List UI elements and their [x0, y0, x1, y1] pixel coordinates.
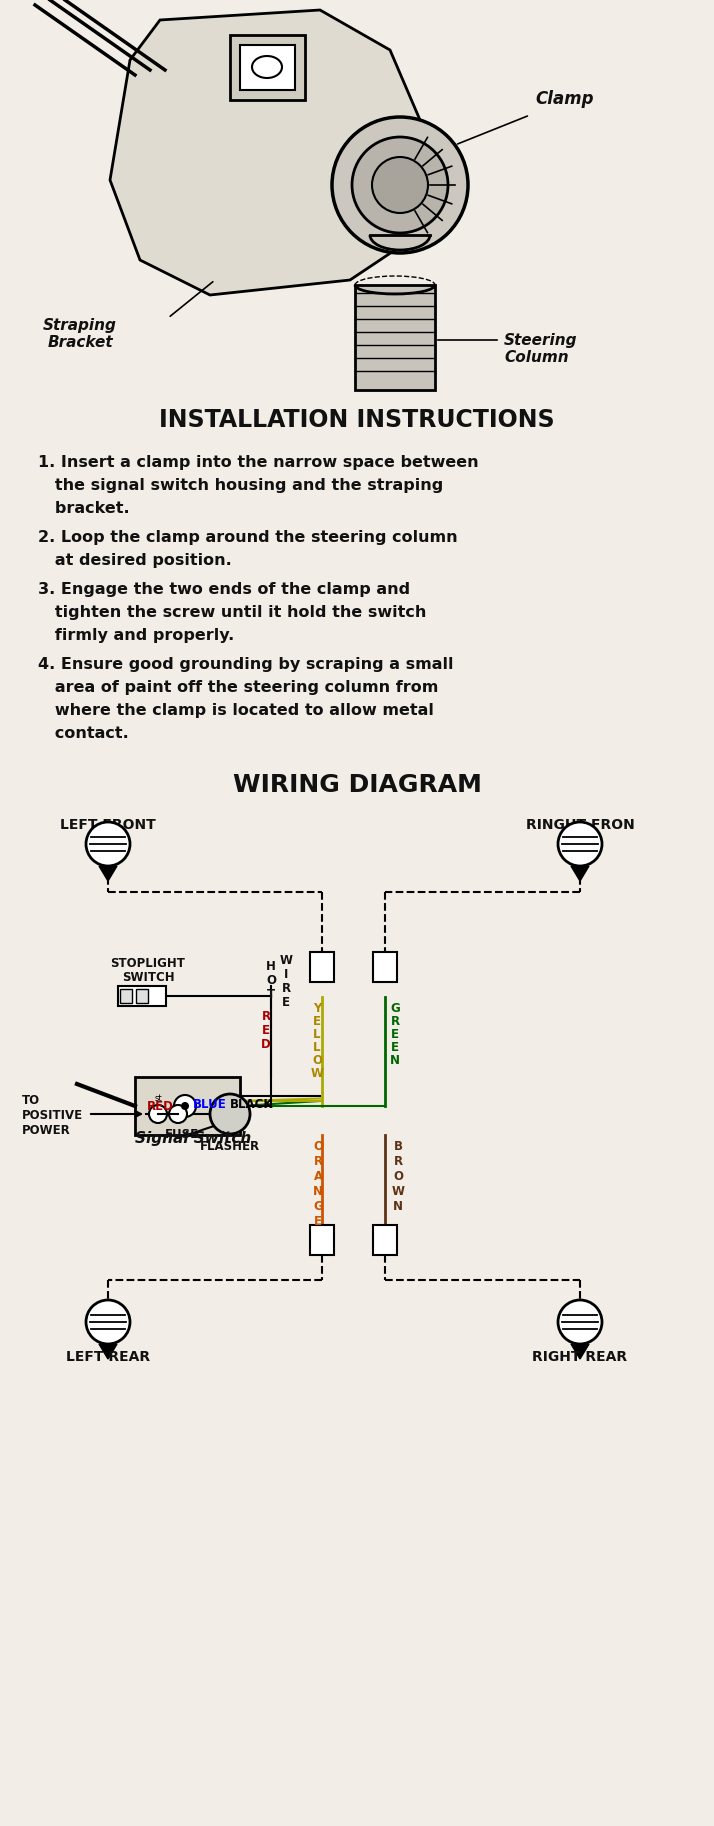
- Polygon shape: [99, 866, 117, 880]
- Text: 3. Engage the two ends of the clamp and: 3. Engage the two ends of the clamp and: [38, 582, 410, 597]
- Text: TO
POSITIVE
POWER: TO POSITIVE POWER: [22, 1094, 83, 1138]
- Bar: [373, 951, 397, 982]
- Text: Y: Y: [313, 1002, 321, 1015]
- Polygon shape: [571, 866, 589, 880]
- Text: O: O: [313, 1139, 323, 1152]
- Circle shape: [210, 1094, 250, 1134]
- Text: N: N: [313, 1185, 323, 1198]
- Text: firmly and properly.: firmly and properly.: [38, 628, 234, 643]
- Text: T: T: [267, 988, 275, 1001]
- Text: W: W: [391, 1185, 405, 1198]
- Circle shape: [372, 157, 428, 214]
- Text: at desired position.: at desired position.: [38, 553, 232, 568]
- Text: L: L: [313, 1028, 321, 1041]
- Text: O: O: [393, 1170, 403, 1183]
- Text: H: H: [266, 960, 276, 973]
- Bar: [118, 986, 166, 1006]
- Text: FLASHER: FLASHER: [200, 1139, 260, 1152]
- Text: RINGHT FRON: RINGHT FRON: [526, 818, 634, 833]
- Text: the signal switch housing and the straping: the signal switch housing and the strapi…: [38, 478, 443, 493]
- Text: 4. Ensure good grounding by scraping a small: 4. Ensure good grounding by scraping a s…: [38, 657, 453, 672]
- Text: BLACK: BLACK: [230, 1097, 273, 1110]
- Text: A: A: [313, 1170, 323, 1183]
- Bar: [355, 285, 435, 391]
- Text: RIGHT REAR: RIGHT REAR: [533, 1349, 628, 1364]
- Text: W: W: [279, 953, 293, 968]
- Circle shape: [174, 1096, 196, 1118]
- Text: Signal Switch: Signal Switch: [135, 1130, 251, 1147]
- Text: Steering
Column: Steering Column: [504, 332, 578, 365]
- Text: R: R: [313, 1156, 323, 1169]
- Bar: [135, 1077, 240, 1136]
- Text: BLUE: BLUE: [193, 1097, 227, 1110]
- Text: O: O: [312, 1054, 322, 1066]
- Bar: [373, 1225, 397, 1254]
- Circle shape: [86, 822, 130, 866]
- Bar: [230, 35, 305, 100]
- Text: E: E: [314, 1214, 322, 1229]
- Text: R: R: [261, 1010, 271, 1023]
- Text: WIRING DIAGRAM: WIRING DIAGRAM: [233, 772, 481, 796]
- Text: contact.: contact.: [38, 727, 129, 741]
- Bar: [310, 951, 334, 982]
- Bar: [310, 1225, 334, 1254]
- Text: where the clamp is located to allow metal: where the clamp is located to allow meta…: [38, 703, 434, 718]
- Text: st: st: [155, 1094, 163, 1103]
- Circle shape: [332, 117, 468, 254]
- Bar: [120, 990, 132, 1002]
- Text: bracket.: bracket.: [38, 500, 130, 517]
- Circle shape: [149, 1105, 167, 1123]
- Text: area of paint off the steering column from: area of paint off the steering column fr…: [38, 679, 438, 696]
- Text: E: E: [313, 1015, 321, 1028]
- Circle shape: [169, 1105, 187, 1123]
- Text: O: O: [266, 973, 276, 988]
- Text: E: E: [282, 995, 290, 1010]
- Text: 2. Loop the clamp around the steering column: 2. Loop the clamp around the steering co…: [38, 530, 458, 544]
- Polygon shape: [110, 9, 420, 296]
- Text: E: E: [391, 1041, 399, 1054]
- Text: E: E: [262, 1024, 270, 1037]
- Text: R: R: [281, 982, 291, 995]
- Text: FUSE: FUSE: [164, 1128, 198, 1141]
- Text: INSTALLATION INSTRUCTIONS: INSTALLATION INSTRUCTIONS: [159, 407, 555, 433]
- Text: STOPLIGHT: STOPLIGHT: [111, 957, 186, 970]
- Text: W: W: [311, 1066, 323, 1079]
- Polygon shape: [571, 1344, 589, 1359]
- Text: N: N: [393, 1200, 403, 1212]
- Circle shape: [86, 1300, 130, 1344]
- Text: LEFT FRONT: LEFT FRONT: [60, 818, 156, 833]
- Text: Clamp: Clamp: [535, 89, 593, 108]
- Circle shape: [558, 1300, 602, 1344]
- Bar: [136, 990, 148, 1002]
- Circle shape: [181, 1103, 189, 1110]
- Circle shape: [352, 137, 448, 234]
- Text: B: B: [393, 1139, 403, 1152]
- Text: L: L: [313, 1041, 321, 1054]
- Text: 1. Insert a clamp into the narrow space between: 1. Insert a clamp into the narrow space …: [38, 455, 478, 469]
- Text: D: D: [261, 1037, 271, 1052]
- Text: R: R: [393, 1156, 403, 1169]
- Bar: [240, 46, 295, 89]
- Text: E: E: [391, 1028, 399, 1041]
- Circle shape: [558, 822, 602, 866]
- Text: SWITCH: SWITCH: [121, 971, 174, 984]
- Text: G: G: [313, 1200, 323, 1212]
- Text: tighten the screw until it hold the switch: tighten the screw until it hold the swit…: [38, 604, 426, 621]
- Polygon shape: [99, 1344, 117, 1359]
- Text: RED: RED: [146, 1099, 174, 1114]
- Text: I: I: [283, 968, 288, 981]
- Text: R: R: [391, 1015, 400, 1028]
- Text: Straping
Bracket: Straping Bracket: [43, 318, 117, 351]
- Text: G: G: [390, 1002, 400, 1015]
- Text: LEFT REAR: LEFT REAR: [66, 1349, 150, 1364]
- Text: N: N: [390, 1054, 400, 1066]
